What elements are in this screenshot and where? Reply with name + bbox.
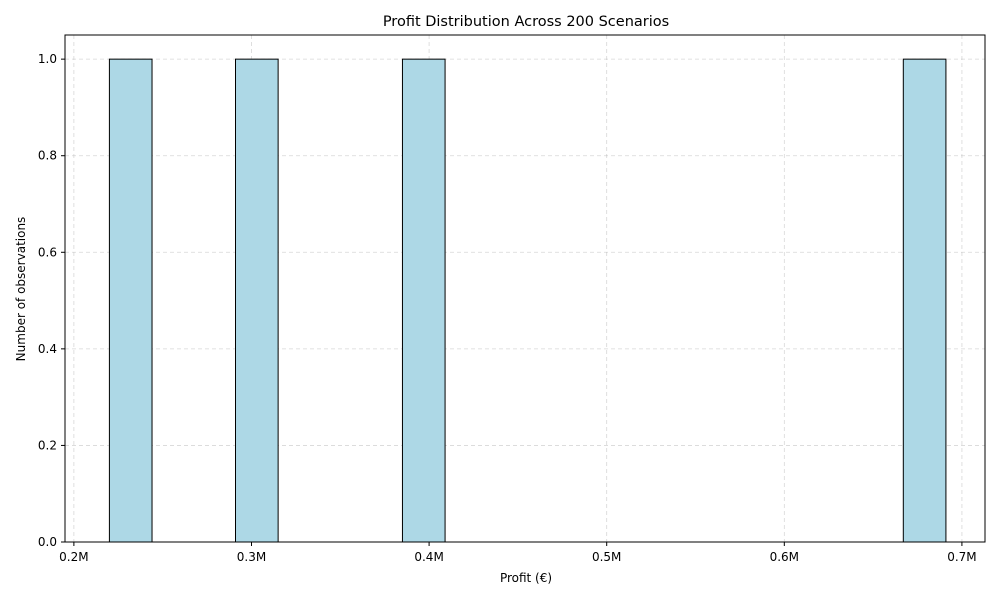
x-axis-label: Profit (€) bbox=[500, 571, 552, 585]
x-tick-label: 0.5M bbox=[592, 550, 621, 564]
x-tick-label: 0.6M bbox=[770, 550, 799, 564]
y-tick-label: 0.8 bbox=[38, 149, 57, 163]
histogram-bar-4 bbox=[902, 58, 947, 543]
y-tick-label: 0.6 bbox=[38, 245, 57, 259]
x-tick-label: 0.7M bbox=[947, 550, 976, 564]
axes: 0.2M 0.3M 0.4M 0.5M 0.6M 0.7M 0.0 0.2 0.4 0.6 0.8 1… bbox=[38, 34, 986, 564]
x-tick-label: 0.2M bbox=[59, 550, 88, 564]
chart-title: Profit Distribution Across 200 Scenarios bbox=[383, 14, 669, 30]
x-tick-label: 0.4M bbox=[414, 550, 443, 564]
bars bbox=[108, 58, 947, 543]
y-tick-label: 0.2 bbox=[38, 438, 57, 452]
axes-frame bbox=[64, 34, 986, 543]
y-tick-label: 0.4 bbox=[38, 342, 57, 356]
histogram-bar-3 bbox=[401, 58, 446, 543]
x-tick-label: 0.3M bbox=[237, 550, 266, 564]
histogram-bar-2 bbox=[235, 58, 279, 543]
y-tick-label: 1.0 bbox=[38, 52, 57, 66]
y-axis-label: Number of observations bbox=[14, 217, 28, 362]
histogram-bar-1 bbox=[108, 58, 153, 543]
y-tick-label: 0.0 bbox=[38, 535, 57, 549]
